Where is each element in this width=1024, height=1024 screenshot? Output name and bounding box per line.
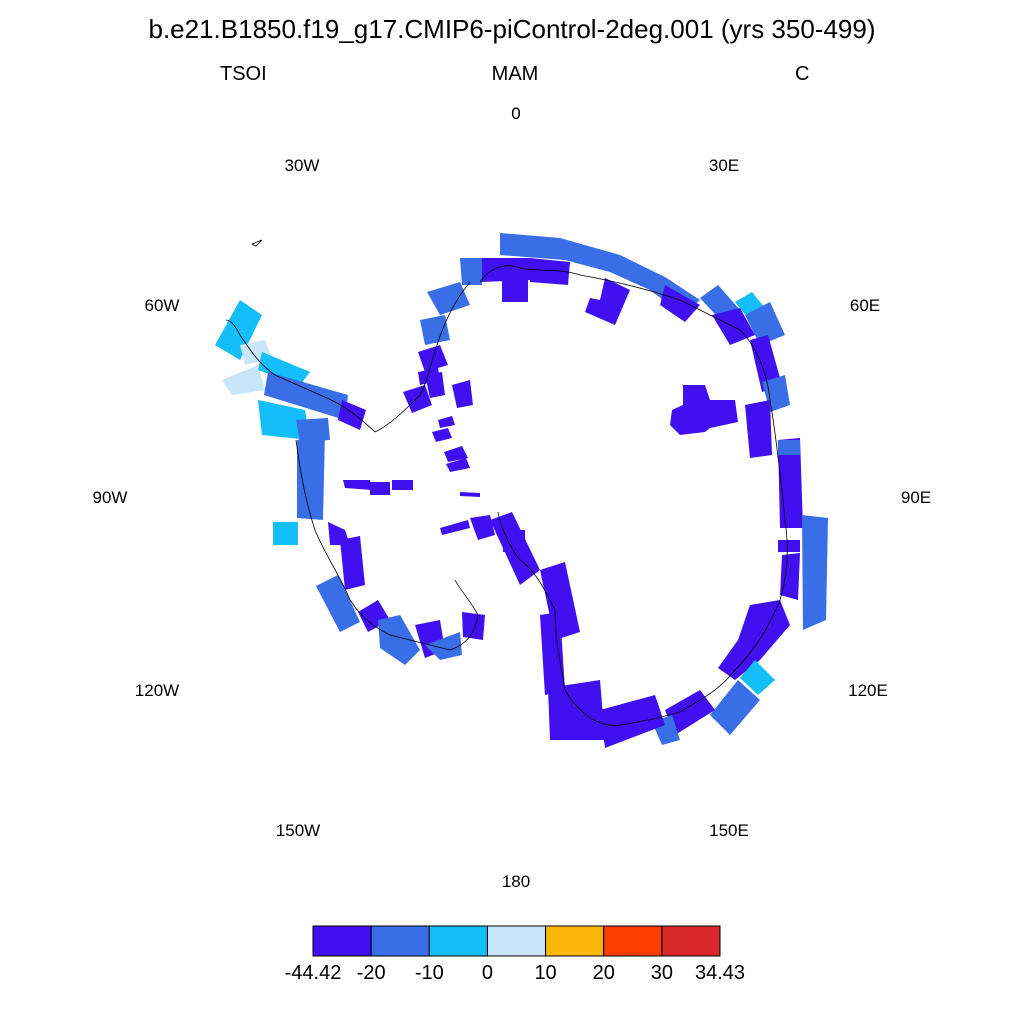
lon-label-30e: 30E (708, 156, 740, 175)
cell-w-9 (297, 432, 325, 520)
cell-s-6 (515, 530, 525, 552)
cell-top-arc (500, 233, 700, 315)
season-label: MAM (491, 63, 539, 85)
colorbar-box (661, 925, 721, 957)
cell-top-13 (452, 380, 473, 408)
cell-sw-4 (425, 632, 462, 660)
colorbar-tick-label: 20 (592, 962, 615, 984)
cell-w-3 (222, 365, 265, 395)
cell-interior-5 (460, 492, 480, 497)
cell-top-11 (403, 385, 432, 413)
cell-w-12 (340, 536, 365, 590)
lon-label-150e: 150E (709, 821, 749, 840)
plot-title: b.e21.B1850.f19_g17.CMIP6-piControl-2deg… (148, 14, 876, 44)
cell-top-1 (480, 258, 530, 282)
cell-interior-w-3 (392, 480, 413, 490)
coastline (225, 239, 788, 726)
cell-interior-3 (444, 446, 468, 462)
colorbar-tick-label: 10 (534, 962, 557, 984)
cell-top-6 (460, 258, 482, 285)
colorbar-box (428, 925, 488, 957)
cell-w-1 (215, 300, 262, 360)
cell-s-2 (540, 612, 565, 695)
cell-interior-4 (446, 458, 470, 472)
temperature-cells (215, 233, 828, 748)
colorbar-box (312, 925, 372, 957)
lon-label-60e: 60E (849, 296, 881, 315)
colorbar-box (486, 925, 547, 957)
cell-se-2 (740, 660, 775, 695)
variable-label: TSOI (220, 63, 267, 85)
cell-top-5 (660, 285, 700, 322)
lon-label-120w: 120W (134, 681, 180, 700)
cell-interior-2 (432, 428, 452, 442)
cell-w-4 (258, 352, 310, 385)
cell-top-2 (530, 258, 570, 285)
lon-label-120e: 120E (848, 681, 888, 700)
colorbar-box (370, 925, 430, 957)
lon-label-90w: 90W (92, 488, 128, 507)
cell-top-8 (420, 315, 450, 345)
colorbar-box (545, 925, 605, 957)
cell-east-3 (745, 302, 785, 345)
cell-se-1 (718, 600, 790, 680)
cell-east-8 (778, 438, 803, 528)
cell-top-3 (502, 278, 528, 302)
cell-east-9 (778, 440, 800, 455)
cell-w-8 (338, 400, 366, 430)
cell-w-10 (273, 522, 298, 545)
cell-east-10 (802, 515, 828, 630)
cell-east-12 (780, 553, 800, 600)
colorbar-tick-label: -10 (414, 962, 444, 984)
cell-east-5 (750, 335, 782, 392)
cell-east-7 (745, 400, 772, 458)
cell-interior-sw-1 (440, 520, 470, 535)
colorbar-tick-label: -44.42 (284, 962, 342, 984)
cell-w-5 (264, 372, 348, 420)
colorbar-tick-label: 30 (650, 962, 673, 984)
cell-s-1 (540, 562, 580, 640)
cell-w-6 (258, 400, 310, 440)
cell-se-3 (710, 680, 760, 735)
cell-interior-1 (438, 416, 455, 428)
colorbar-box (603, 925, 663, 957)
cell-top-12 (425, 372, 445, 398)
cell-sw-2 (378, 615, 420, 665)
cell-se-6 (600, 695, 665, 748)
cell-se-4 (665, 690, 715, 735)
cell-sw-5 (462, 612, 485, 640)
cell-top-4 (585, 278, 630, 325)
cell-s-3 (548, 680, 605, 740)
cell-interior-w-2 (370, 482, 390, 495)
lon-label-150w: 150W (275, 821, 321, 840)
cell-w-13 (316, 575, 360, 632)
lon-label-30w: 30W (284, 156, 320, 175)
cell-interior-w-1 (343, 480, 372, 490)
colorbar-tick-label: -20 (356, 962, 386, 984)
lon-label-90e: 90E (900, 488, 932, 507)
cell-s-7 (470, 515, 495, 540)
cell-interior-east-1 (670, 385, 738, 435)
lon-label-60w: 60W (144, 296, 180, 315)
units-label: C (795, 63, 810, 85)
colorbar (312, 925, 721, 957)
cell-top-7 (427, 282, 470, 315)
lon-label-0: 0 (511, 104, 521, 123)
lon-label-180: 180 (501, 872, 531, 891)
colorbar-tick-label: 34.43 (694, 962, 746, 984)
colorbar-tick-label: 0 (481, 962, 493, 984)
cell-east-11 (778, 540, 800, 552)
